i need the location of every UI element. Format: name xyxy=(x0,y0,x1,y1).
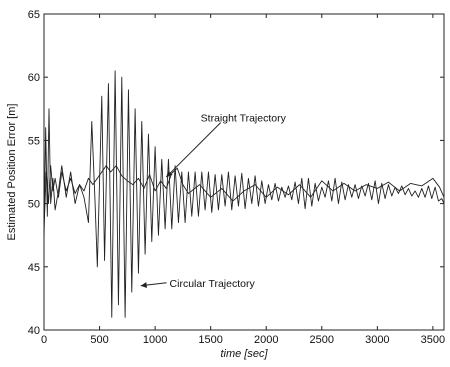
y-axis-label: Estimated Position Error [m] xyxy=(6,104,18,241)
series-layer xyxy=(43,70,445,318)
x-axis-ticks: 0 500 1000 1500 2000 2500 3000 3500 xyxy=(41,14,445,346)
annotation-arrowhead xyxy=(140,282,147,289)
annotation-label: Straight Trajectory xyxy=(201,113,287,125)
x-tick-label: 500 xyxy=(90,334,108,346)
x-tick-label: 1500 xyxy=(198,334,222,346)
y-tick-label: 55 xyxy=(28,135,40,147)
y-tick-label: 65 xyxy=(28,9,40,21)
series-line-circular-trajectory xyxy=(43,70,445,318)
x-tick-label: 2500 xyxy=(310,334,334,346)
x-tick-label: 3000 xyxy=(365,334,389,346)
y-axis-ticks: 40 45 50 55 60 65 xyxy=(28,9,444,337)
annotations: Straight Trajectory Circular Trajectory xyxy=(140,113,287,290)
annotation-arrowhead xyxy=(166,170,173,178)
x-tick-label: 0 xyxy=(41,334,47,346)
y-tick-label: 60 xyxy=(28,72,40,84)
annotation-label: Circular Trajectory xyxy=(170,278,256,290)
plot-frame xyxy=(43,13,445,331)
y-tick-label: 40 xyxy=(28,325,40,337)
annotation-arrow-line xyxy=(165,122,222,178)
y-tick-label: 50 xyxy=(28,199,40,211)
x-tick-label: 2000 xyxy=(254,334,278,346)
x-tick-label: 1000 xyxy=(143,334,167,346)
x-tick-label: 3500 xyxy=(421,334,445,346)
x-axis-label: time [sec] xyxy=(220,348,268,360)
y-tick-label: 45 xyxy=(28,262,40,274)
